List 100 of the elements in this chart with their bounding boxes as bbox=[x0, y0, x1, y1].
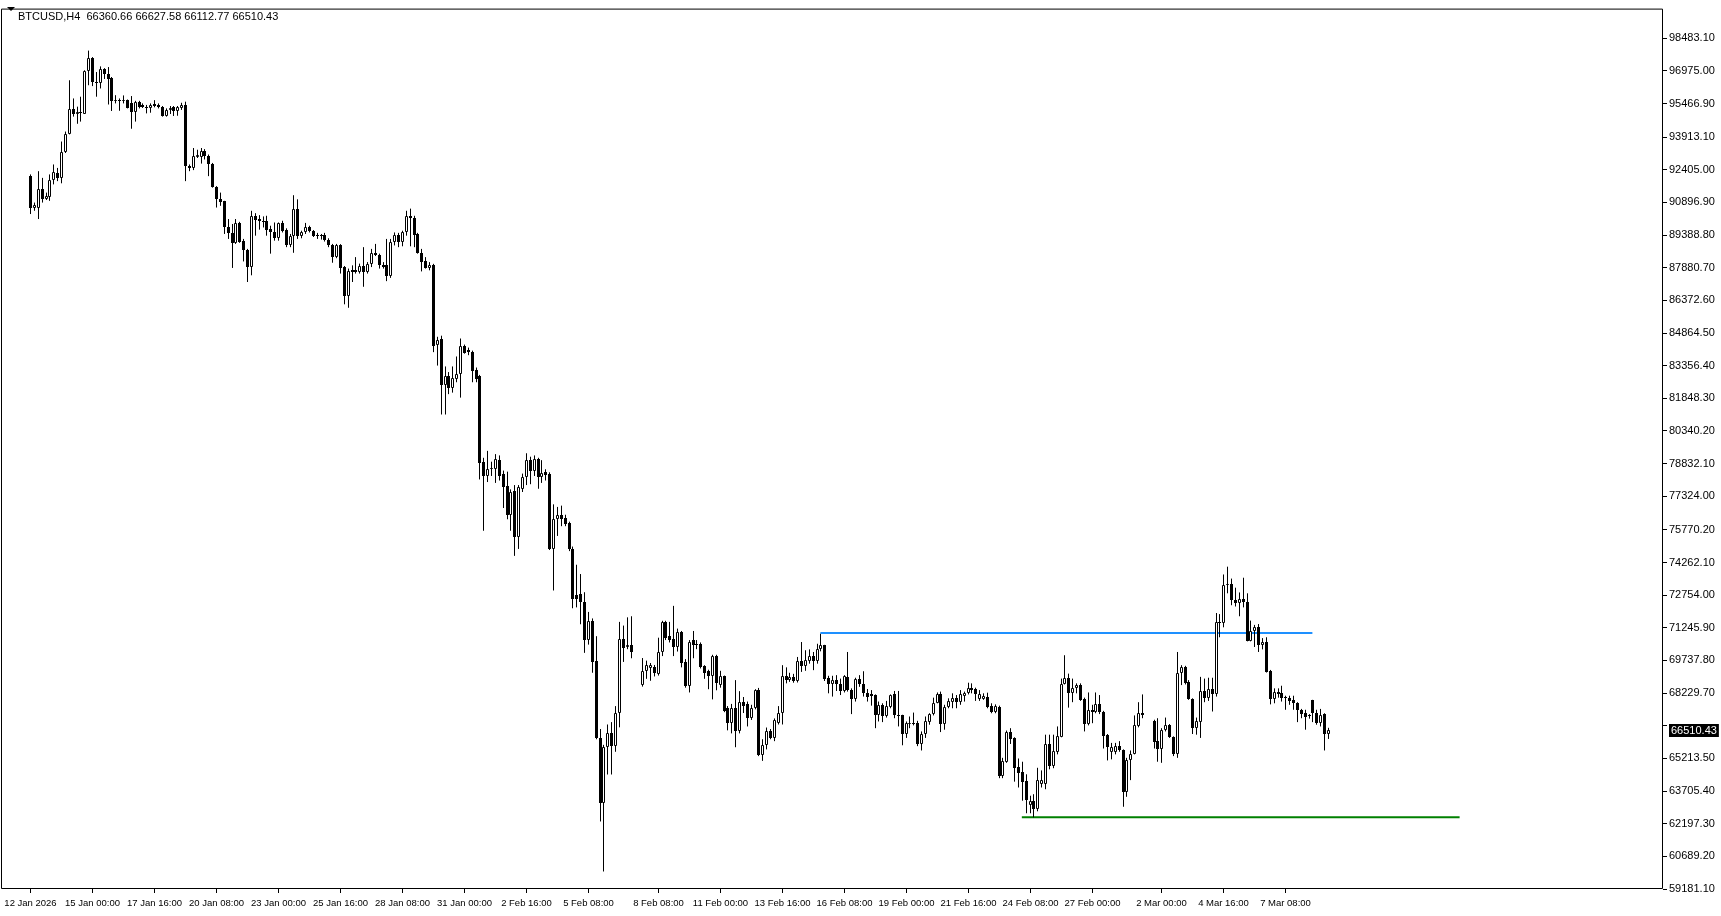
y-tick-label: 63705.40 bbox=[1669, 784, 1715, 797]
candlestick bbox=[1129, 749, 1132, 781]
candlestick bbox=[265, 215, 268, 237]
candlestick bbox=[626, 616, 629, 650]
candlestick bbox=[68, 79, 71, 135]
candlestick bbox=[804, 649, 807, 672]
text: 66510.43 bbox=[1671, 723, 1717, 736]
candlestick bbox=[231, 223, 234, 269]
candlestick bbox=[277, 221, 280, 242]
y-tick-label: 78832.10 bbox=[1669, 456, 1715, 469]
candlestick bbox=[207, 154, 210, 177]
y-tick-label: 84864.50 bbox=[1669, 326, 1715, 339]
candlestick bbox=[354, 256, 357, 275]
candlestick bbox=[95, 71, 98, 98]
candlestick bbox=[699, 641, 702, 669]
candlestick bbox=[854, 677, 857, 703]
candlestick bbox=[579, 573, 582, 625]
candlestick bbox=[83, 69, 86, 115]
candlestick bbox=[874, 693, 877, 729]
y-tick-label: 93913.10 bbox=[1669, 130, 1715, 143]
y-tick-label: 59181.10 bbox=[1669, 882, 1715, 895]
x-tick-label: 4 Mar 16:00 bbox=[1198, 896, 1249, 908]
y-tick-label: 90896.90 bbox=[1669, 195, 1715, 208]
candlestick bbox=[862, 670, 865, 698]
candlestick bbox=[556, 506, 559, 537]
candlestick bbox=[99, 65, 102, 89]
x-tick-label: 24 Feb 08:00 bbox=[1002, 896, 1059, 908]
candlestick bbox=[537, 457, 540, 490]
candlestick bbox=[331, 243, 334, 264]
candlestick bbox=[645, 660, 648, 680]
y-tick-label: 60689.20 bbox=[1669, 849, 1715, 862]
candlestick bbox=[1052, 734, 1055, 769]
candlestick bbox=[215, 185, 218, 209]
x-tick-label: 2 Feb 16:00 bbox=[501, 896, 552, 908]
candlestick bbox=[1067, 673, 1070, 709]
candlestick bbox=[560, 505, 563, 527]
candlestick bbox=[831, 675, 834, 698]
candlestick bbox=[459, 338, 462, 399]
candlestick bbox=[734, 679, 737, 748]
candlestick bbox=[118, 97, 121, 112]
x-tick-label: 2 Mar 00:00 bbox=[1136, 896, 1187, 908]
candlestick bbox=[1160, 727, 1163, 764]
x-tick-label: 21 Feb 16:00 bbox=[940, 896, 997, 908]
candlestick bbox=[812, 651, 815, 671]
candlestick bbox=[471, 350, 474, 383]
x-tick-label: 31 Jan 00:00 bbox=[437, 896, 492, 908]
candlestick bbox=[916, 720, 919, 747]
candlestick bbox=[405, 210, 408, 237]
x-tick-label: 16 Feb 08:00 bbox=[816, 896, 873, 908]
candlestick bbox=[130, 95, 133, 130]
candlestick bbox=[1021, 761, 1024, 802]
candlestick bbox=[901, 714, 904, 746]
candlestick bbox=[486, 450, 489, 483]
candlestick bbox=[87, 50, 90, 86]
candlestick bbox=[409, 208, 412, 247]
candlestick bbox=[1257, 623, 1260, 653]
x-tick-label: 15 Jan 00:00 bbox=[65, 896, 120, 908]
y-tick-label: 68229.70 bbox=[1669, 686, 1715, 699]
candlestick bbox=[1091, 704, 1094, 724]
candlestick bbox=[91, 56, 94, 87]
candlestick bbox=[796, 656, 799, 683]
candlestick bbox=[540, 459, 543, 484]
candlestick bbox=[618, 621, 621, 728]
x-tick-label: 7 Mar 08:00 bbox=[1260, 896, 1311, 908]
candlestick bbox=[1156, 717, 1159, 763]
y-tick-label: 75770.20 bbox=[1669, 522, 1715, 535]
candlestick bbox=[211, 162, 214, 189]
candlestick bbox=[64, 131, 67, 154]
candlestick bbox=[746, 701, 749, 727]
candlestick bbox=[529, 456, 532, 485]
candlestick bbox=[1230, 578, 1233, 606]
candlestick bbox=[1122, 748, 1125, 808]
y-tick-label: 71245.90 bbox=[1669, 620, 1715, 633]
candlestick bbox=[370, 248, 373, 268]
candlestick bbox=[1242, 577, 1245, 608]
y-tick-label: 80340.20 bbox=[1669, 423, 1715, 436]
x-tick-label: 13 Feb 16:00 bbox=[754, 896, 811, 908]
candlestick bbox=[420, 248, 423, 272]
x-tick-label: 20 Jan 08:00 bbox=[189, 896, 244, 908]
x-tick-label: 8 Feb 08:00 bbox=[633, 896, 684, 908]
candlestick bbox=[893, 690, 896, 719]
candlestick bbox=[1098, 694, 1101, 715]
candlestick bbox=[1102, 710, 1105, 750]
y-tick-label: 69737.80 bbox=[1669, 653, 1715, 666]
candlestick bbox=[661, 620, 664, 657]
y-tick-label: 72754.00 bbox=[1669, 588, 1715, 601]
candlestick bbox=[533, 454, 536, 477]
y-tick-label: 62197.30 bbox=[1669, 816, 1715, 829]
candlestick bbox=[1238, 591, 1241, 617]
x-tick-label: 28 Jan 08:00 bbox=[375, 896, 430, 908]
candlestick bbox=[738, 690, 741, 734]
x-tick-label: 27 Feb 00:00 bbox=[1064, 896, 1121, 908]
y-tick-label: 96975.00 bbox=[1669, 63, 1715, 76]
candlestick bbox=[490, 461, 493, 477]
candlestick bbox=[1222, 573, 1225, 628]
candlestick bbox=[773, 717, 776, 742]
candlestick bbox=[227, 218, 230, 240]
candlestick bbox=[1207, 677, 1210, 702]
candlestick bbox=[881, 702, 884, 723]
candlestick bbox=[250, 210, 253, 276]
